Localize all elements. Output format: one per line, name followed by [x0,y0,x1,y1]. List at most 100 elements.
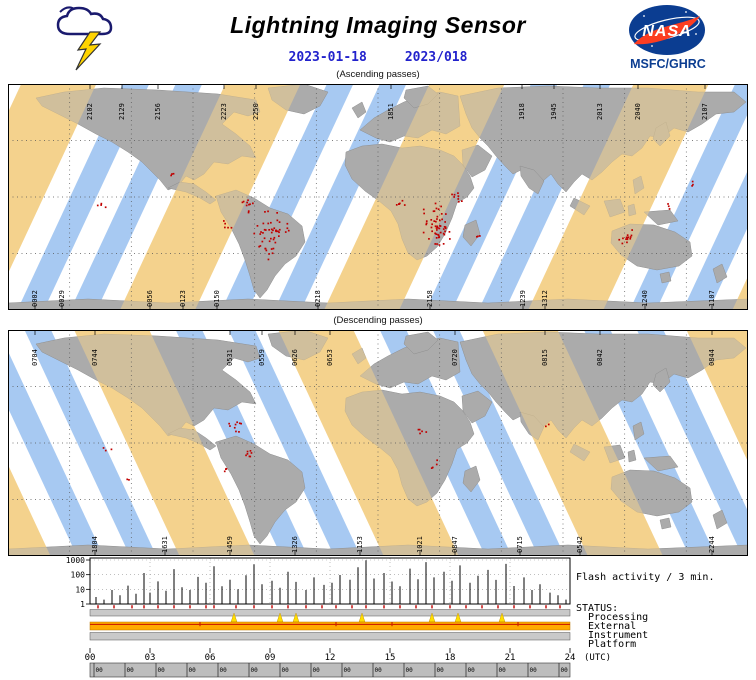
lightning-dot [276,212,278,214]
lightning-dot [264,247,267,250]
data-present-mark [173,605,175,609]
lightning-dot [430,219,433,221]
lightning-dot [238,422,241,425]
lightning-dot [417,428,420,431]
instrument-anomaly-mark [199,622,201,627]
orbit-time-label: 0704 [31,349,39,366]
lightning-dot [271,252,274,255]
status-row-label: Instrument [588,630,648,641]
lightning-dot [436,215,439,218]
orbit-time-label: 2013 [596,103,604,120]
lightning-dot [249,450,252,452]
lightning-dot [435,207,438,210]
orbit-time-label: 0150 [213,290,221,307]
x-tick-label: 12 [325,653,336,663]
nasa-wordmark: NASA [642,23,691,40]
lightning-dot [449,238,451,240]
orbit-ruler-label: 00 [468,667,476,674]
lightning-dot [270,231,273,234]
lightning-dot [223,220,225,222]
lightning-dot [399,202,401,205]
lightning-dot [104,206,107,209]
lightning-dot [228,422,230,425]
lightning-dot [430,226,433,229]
descending-passes-label: (Descending passes) [333,315,423,326]
lightning-dot [442,228,445,230]
lightning-dot [278,235,280,237]
lightning-dot [476,235,478,238]
lightning-dot [270,228,273,231]
lightning-dot [668,208,671,210]
lightning-dots [102,421,550,481]
data-present-mark [529,605,531,609]
orbit-time-label: 2129 [118,103,126,120]
orbit-time-label: 2156 [154,103,162,120]
lightning-dot [267,210,269,213]
lightning-dot [667,205,670,208]
orbit-time-label: 2250 [252,103,260,120]
lightning-dot [272,238,275,241]
lightning-dot [430,467,433,469]
lightning-dot [422,208,425,211]
orbit-time-label: 2040 [634,103,642,120]
data-present-mark [383,605,385,609]
lightning-dot [100,204,102,206]
lightning-dot [434,202,437,205]
lightning-dot [265,249,268,252]
lightning-dot [439,219,441,222]
lightning-dot [444,221,446,223]
lightning-dot [262,232,264,234]
lightning-dot [434,232,436,235]
lightning-dot [104,449,107,452]
instrument-anomaly-mark [391,622,393,627]
orbit-time-label: 1239 [519,290,527,307]
lightning-dot [395,204,398,206]
orbit-time-label: 2223 [220,103,228,120]
orbit-time-label: 0847 [451,536,459,553]
lightning-dot [423,212,425,215]
y-tick-label: 1000 [66,556,85,565]
lightning-dot [440,213,443,215]
lightning-dot [245,454,247,457]
lightning-dot [631,229,633,231]
orbit-time-label: 0715 [516,536,524,553]
data-present-mark [481,605,483,609]
orbit-time-label: 1631 [161,536,169,553]
orbit-time-label: 2244 [708,536,716,553]
lightning-dot [276,219,279,222]
descending-passes-map: 0704 0744 0531 0559 0626 0653 0720 0815 0842 0844… [8,330,748,556]
lightning-dot [264,211,266,213]
orbit-time-label: 0531 [226,349,234,366]
lightning-dot [629,236,632,238]
cloud-shape [56,6,113,36]
lightning-dot [230,226,233,229]
lightning-dot [287,229,290,232]
data-present-mark [97,605,99,609]
lightning-dot [428,238,430,240]
graticule [8,330,748,556]
orbit-time-label: 1312 [541,290,549,307]
lightning-dot [630,234,633,237]
lightning-dot [260,231,262,233]
lightning-dot [547,423,550,426]
lightning-dot [444,230,446,233]
x-tick-label: 18 [445,653,456,663]
data-present-mark [113,605,115,609]
lightning-dot [126,478,129,481]
nasa-logo: NASA [626,4,708,63]
lightning-dot [238,431,240,433]
lightning-dot [172,172,175,175]
lightning-dot [263,228,266,231]
lightning-dot [258,245,260,248]
lightning-dot [234,423,237,426]
instrument-anomaly-mark [517,622,519,627]
lightning-dot [267,222,270,225]
orbit-time-label: 1326 [291,536,299,553]
lightning-dot [422,231,425,234]
orbit-time-label: 0218 [314,290,322,307]
lightning-dot [277,230,279,233]
lightning-dot [667,203,669,205]
org-label: MSFC/GHRC [630,57,706,71]
lightning-dot [691,185,693,187]
